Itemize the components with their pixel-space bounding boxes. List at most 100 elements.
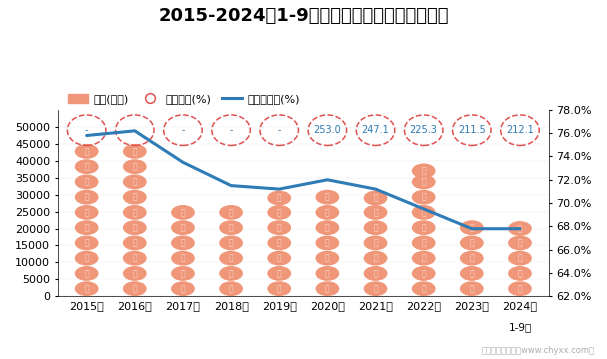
Ellipse shape [508, 281, 532, 296]
Text: 债: 债 [132, 223, 137, 232]
Text: 债: 债 [229, 208, 234, 217]
Ellipse shape [123, 236, 147, 250]
Ellipse shape [316, 205, 339, 220]
Text: 债: 债 [84, 269, 89, 278]
Text: 债: 债 [277, 254, 282, 263]
Text: 债: 债 [518, 254, 522, 263]
Ellipse shape [219, 281, 243, 296]
Ellipse shape [75, 144, 98, 159]
Text: -: - [277, 125, 281, 135]
Ellipse shape [171, 236, 195, 250]
Text: 制图：智研咨询（www.chyxx.com）: 制图：智研咨询（www.chyxx.com） [482, 346, 595, 355]
Text: 债: 债 [277, 208, 282, 217]
Text: 债: 债 [421, 177, 426, 186]
Text: 债: 债 [373, 223, 378, 232]
Text: 1-9月: 1-9月 [508, 322, 532, 332]
Ellipse shape [171, 281, 195, 296]
Text: 债: 债 [84, 223, 89, 232]
Text: 债: 债 [84, 208, 89, 217]
Ellipse shape [267, 281, 291, 296]
Ellipse shape [75, 281, 98, 296]
Ellipse shape [412, 236, 436, 250]
Ellipse shape [316, 281, 339, 296]
Text: 债: 债 [373, 194, 378, 202]
Text: -: - [229, 125, 233, 135]
Ellipse shape [364, 191, 387, 205]
Text: 债: 债 [277, 284, 282, 293]
Ellipse shape [123, 281, 147, 296]
Text: 债: 债 [229, 238, 234, 247]
Ellipse shape [460, 220, 484, 235]
Text: 债: 债 [421, 223, 426, 232]
Text: 债: 债 [325, 238, 330, 247]
Ellipse shape [75, 266, 98, 281]
Text: 225.3: 225.3 [410, 125, 438, 135]
Text: 债: 债 [84, 254, 89, 263]
Text: 债: 债 [518, 269, 522, 278]
Ellipse shape [316, 220, 339, 235]
Ellipse shape [75, 205, 98, 220]
Ellipse shape [460, 266, 484, 281]
Text: 债: 债 [229, 269, 234, 278]
Text: 债: 债 [421, 238, 426, 247]
Text: 债: 债 [421, 208, 426, 217]
Text: 债: 债 [373, 208, 378, 217]
Text: 债: 债 [469, 238, 474, 247]
Ellipse shape [75, 174, 98, 189]
Ellipse shape [364, 281, 387, 296]
Text: 债: 债 [84, 193, 89, 202]
Ellipse shape [364, 205, 387, 220]
Text: 债: 债 [325, 269, 330, 278]
Ellipse shape [267, 251, 291, 266]
Ellipse shape [219, 205, 243, 220]
Text: 债: 债 [229, 223, 234, 232]
Ellipse shape [267, 205, 291, 220]
Ellipse shape [364, 266, 387, 281]
Ellipse shape [508, 251, 532, 266]
Ellipse shape [171, 220, 195, 235]
Ellipse shape [75, 236, 98, 250]
Ellipse shape [267, 191, 291, 205]
Text: 债: 债 [132, 284, 137, 293]
Ellipse shape [508, 236, 532, 250]
Ellipse shape [460, 251, 484, 266]
Text: -: - [181, 125, 185, 135]
Ellipse shape [364, 236, 387, 250]
Text: 债: 债 [469, 254, 474, 263]
Text: 债: 债 [325, 193, 330, 202]
Text: 212.1: 212.1 [506, 125, 534, 135]
Text: 债: 债 [132, 254, 137, 263]
Text: 债: 债 [181, 208, 185, 217]
Ellipse shape [412, 190, 436, 205]
Text: 债: 债 [229, 284, 234, 293]
Ellipse shape [123, 220, 147, 235]
Legend: 负债(亿元), 产权比率(%), 资产负债率(%): 负债(亿元), 产权比率(%), 资产负债率(%) [63, 89, 305, 109]
Ellipse shape [123, 190, 147, 205]
Text: 债: 债 [518, 238, 522, 247]
Ellipse shape [316, 266, 339, 281]
Text: 债: 债 [132, 177, 137, 186]
Ellipse shape [267, 236, 291, 250]
Text: 债: 债 [469, 284, 474, 293]
Ellipse shape [219, 266, 243, 281]
Ellipse shape [364, 220, 387, 235]
Text: 债: 债 [132, 193, 137, 202]
Text: 债: 债 [325, 254, 330, 263]
Text: 债: 债 [181, 269, 185, 278]
Text: 债: 债 [373, 284, 378, 293]
Text: 债: 债 [469, 223, 474, 232]
Ellipse shape [267, 220, 291, 235]
Ellipse shape [123, 174, 147, 189]
Text: 债: 债 [132, 147, 137, 156]
Ellipse shape [219, 251, 243, 266]
Text: 债: 债 [84, 177, 89, 186]
Ellipse shape [508, 221, 532, 236]
Ellipse shape [412, 163, 436, 178]
Text: 债: 债 [421, 166, 426, 176]
Text: 债: 债 [469, 269, 474, 278]
Ellipse shape [412, 205, 436, 220]
Ellipse shape [123, 159, 147, 174]
Text: 债: 债 [84, 162, 89, 171]
Ellipse shape [123, 266, 147, 281]
Text: 债: 债 [277, 269, 282, 278]
